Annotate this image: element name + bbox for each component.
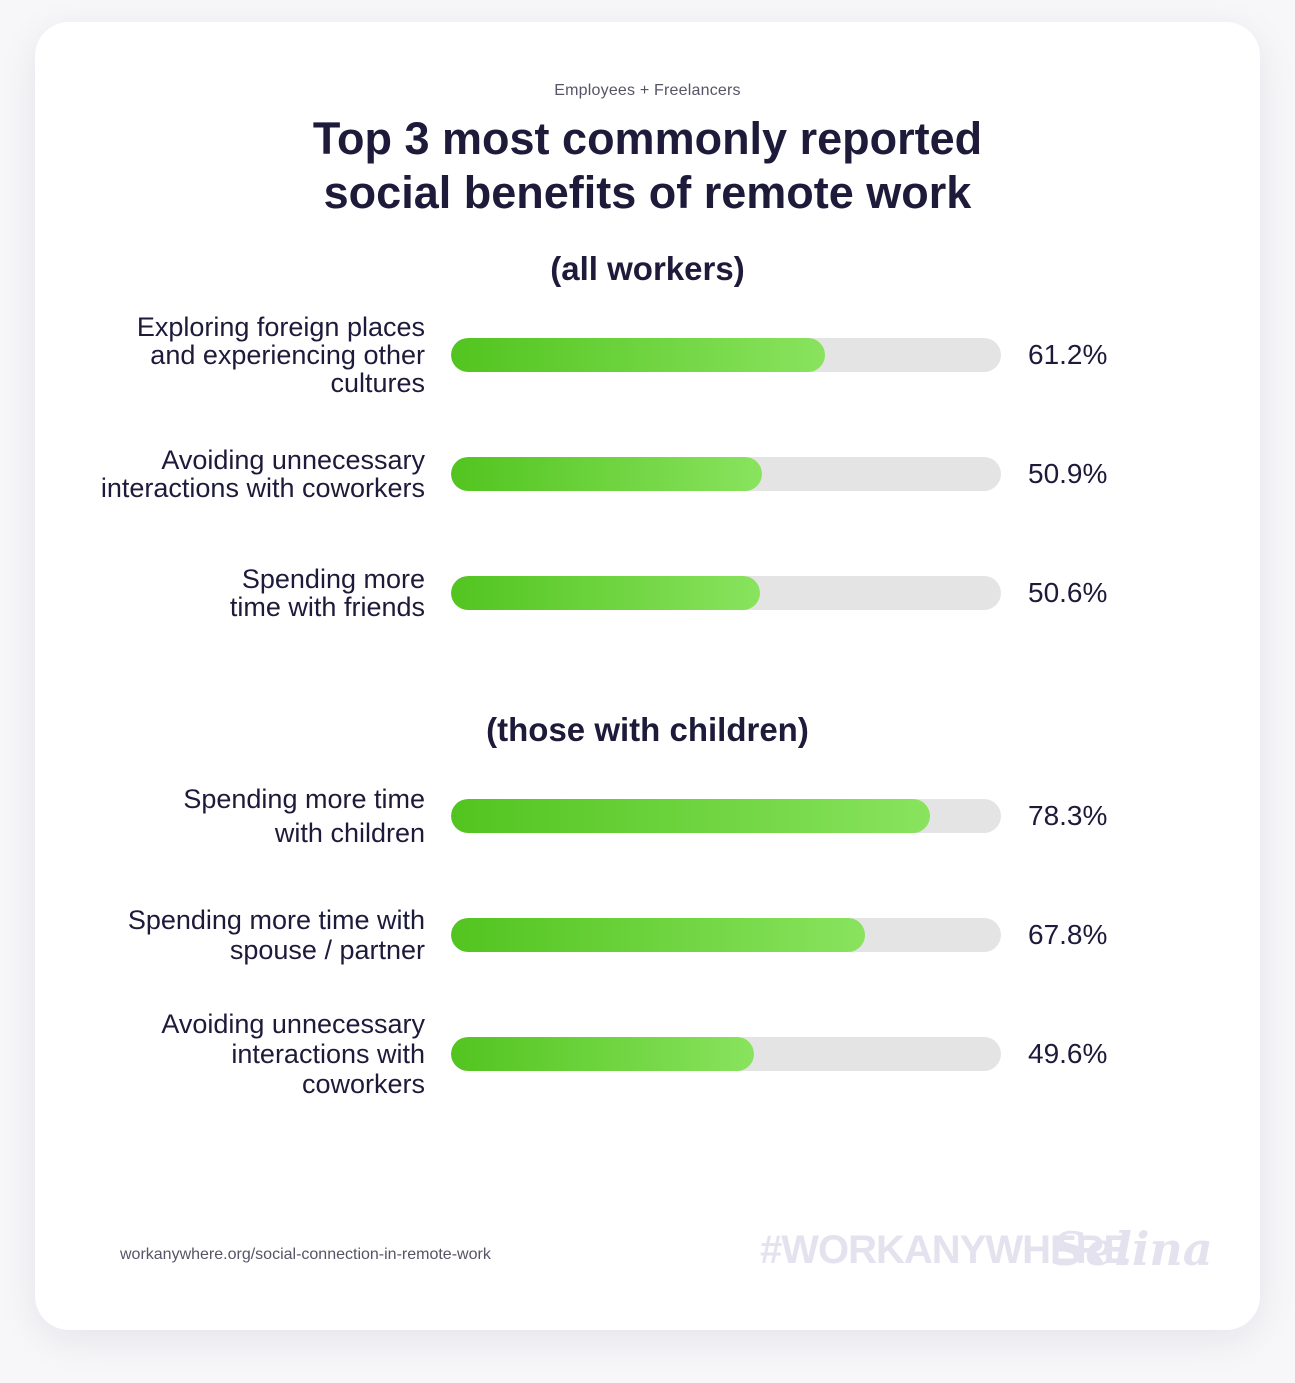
bar-row: Spending more time with children 78.3% (0, 766, 1295, 866)
bar (451, 457, 762, 491)
bar-track (451, 338, 1001, 372)
bar (451, 799, 930, 833)
source-link[interactable]: workanywhere.org/social-connection-in-re… (120, 1246, 491, 1263)
bar-track (451, 457, 1001, 491)
bar-row: Exploring foreign places and experiencin… (0, 305, 1295, 405)
bar-value-label: 61.2% (1028, 339, 1108, 370)
bar (451, 918, 865, 952)
bar-track (451, 799, 1001, 833)
chart-title: Top 3 most commonly reported social bene… (0, 112, 1295, 220)
bar-value-label: 50.9% (1028, 458, 1108, 489)
bar-value-label: 67.8% (1028, 919, 1108, 950)
bar-label: Spending more time with friends (229, 564, 425, 622)
bar-label: Avoiding unnecessary interactions with c… (100, 445, 425, 503)
bar-track (451, 918, 1001, 952)
section-title-all-workers: (all workers) (550, 250, 745, 287)
bar-label: Spending more time with spouse / partner (127, 905, 425, 965)
brand-logo: Selina (1052, 1222, 1213, 1276)
bar-value-label: 50.6% (1028, 577, 1108, 608)
bar-row: Spending more time with spouse / partner… (0, 885, 1295, 985)
bar-value-label: 49.6% (1028, 1038, 1108, 1069)
bar-row: Avoiding unnecessary interactions with c… (0, 424, 1295, 524)
bar-label: Exploring foreign places and experiencin… (136, 312, 425, 398)
bar-label: Avoiding unnecessary interactions with c… (161, 1009, 425, 1099)
section-title-with-children: (those with children) (486, 711, 809, 748)
bar-label: Spending more time with children (183, 784, 425, 848)
chart-title-line1: Top 3 most commonly reported (312, 113, 983, 164)
bar-row: Avoiding unnecessary interactions with c… (0, 1004, 1295, 1104)
bar-track (451, 576, 1001, 610)
bar-value-label: 78.3% (1028, 800, 1108, 831)
bar (451, 576, 760, 610)
bar-track (451, 1037, 1001, 1071)
hashtag-logo: #WORKANYWHERE (760, 1228, 1130, 1272)
header-label: Employees + Freelancers (554, 82, 741, 99)
card (35, 22, 1260, 1330)
bar (451, 338, 825, 372)
bar-row: Spending more time with friends 50.6% (0, 543, 1295, 643)
bar (451, 1037, 754, 1071)
chart-title-line2: social benefits of remote work (323, 167, 972, 218)
